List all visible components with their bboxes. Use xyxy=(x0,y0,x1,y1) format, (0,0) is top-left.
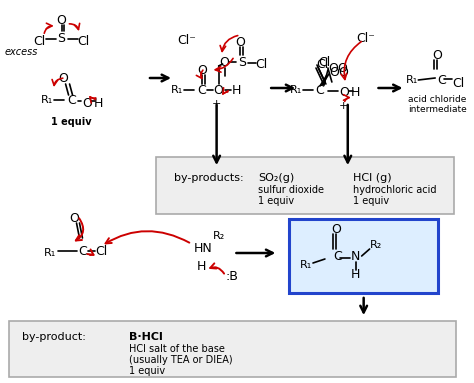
Text: O: O xyxy=(432,49,442,62)
Text: Cl: Cl xyxy=(77,34,90,47)
Text: R₁: R₁ xyxy=(300,260,312,270)
Text: O: O xyxy=(70,211,80,224)
Text: Cl⁻: Cl⁻ xyxy=(177,33,196,46)
Text: 1 equiv: 1 equiv xyxy=(129,366,165,376)
Text: H: H xyxy=(197,260,206,272)
Text: HN: HN xyxy=(194,242,212,254)
Text: R₂: R₂ xyxy=(212,231,225,241)
Text: Cl: Cl xyxy=(34,34,46,47)
FancyBboxPatch shape xyxy=(156,157,454,214)
Text: +: + xyxy=(339,101,348,111)
Text: acid chloride: acid chloride xyxy=(408,95,466,103)
Text: Cl: Cl xyxy=(255,57,267,70)
Text: 1 equiv: 1 equiv xyxy=(353,196,389,206)
Text: :B: :B xyxy=(225,270,238,283)
Text: Cl: Cl xyxy=(316,57,328,70)
Text: intermediate: intermediate xyxy=(408,105,466,113)
Text: +: + xyxy=(212,99,221,109)
Text: O: O xyxy=(329,65,339,79)
Text: O: O xyxy=(328,62,338,75)
Text: C: C xyxy=(78,244,87,257)
Text: C: C xyxy=(316,83,324,97)
Text: R₁: R₁ xyxy=(44,248,56,258)
Text: R₁: R₁ xyxy=(41,95,53,105)
Text: O: O xyxy=(197,64,207,77)
Text: (usually TEA or DIEA): (usually TEA or DIEA) xyxy=(129,355,233,365)
Text: Cl: Cl xyxy=(95,244,108,257)
Text: excess: excess xyxy=(5,47,38,57)
Text: Cl⁻: Cl⁻ xyxy=(356,31,375,44)
Text: HCl salt of the base: HCl salt of the base xyxy=(129,344,225,354)
Text: N: N xyxy=(351,250,360,264)
Text: R₂: R₂ xyxy=(369,240,382,250)
Text: O: O xyxy=(337,62,347,75)
Text: O: O xyxy=(219,56,229,69)
Text: H: H xyxy=(94,97,103,110)
Text: sulfur dioxide: sulfur dioxide xyxy=(258,185,324,195)
Text: by-product:: by-product: xyxy=(22,332,86,342)
Text: R₁: R₁ xyxy=(171,85,183,95)
Text: R₁: R₁ xyxy=(290,85,302,95)
Text: O: O xyxy=(59,72,69,85)
Text: 1 equiv: 1 equiv xyxy=(258,196,294,206)
Text: SO₂(g): SO₂(g) xyxy=(258,173,294,183)
Text: O: O xyxy=(236,36,246,49)
Text: H: H xyxy=(351,268,360,282)
Text: by-products:: by-products: xyxy=(174,173,244,183)
Text: O: O xyxy=(214,83,224,97)
Text: 1 equiv: 1 equiv xyxy=(51,117,92,127)
Text: O: O xyxy=(339,85,349,98)
Text: O: O xyxy=(331,223,341,236)
Text: Cl: Cl xyxy=(318,56,330,69)
Text: C: C xyxy=(437,74,446,87)
Text: C: C xyxy=(197,83,206,97)
Text: hydrochloric acid: hydrochloric acid xyxy=(353,185,436,195)
Text: O: O xyxy=(57,13,66,26)
Text: H: H xyxy=(351,85,360,98)
Text: Cl: Cl xyxy=(452,77,464,90)
FancyBboxPatch shape xyxy=(289,219,438,293)
Text: HCl (g): HCl (g) xyxy=(353,173,392,183)
Text: O: O xyxy=(338,65,348,79)
Text: B·HCl: B·HCl xyxy=(129,332,163,342)
Text: C: C xyxy=(333,250,342,264)
Text: C: C xyxy=(67,93,76,106)
Text: R₁: R₁ xyxy=(406,75,419,85)
Text: O: O xyxy=(82,97,92,110)
Text: H: H xyxy=(232,83,241,97)
Text: S: S xyxy=(58,31,65,44)
Text: S: S xyxy=(238,56,246,69)
FancyBboxPatch shape xyxy=(9,321,456,377)
